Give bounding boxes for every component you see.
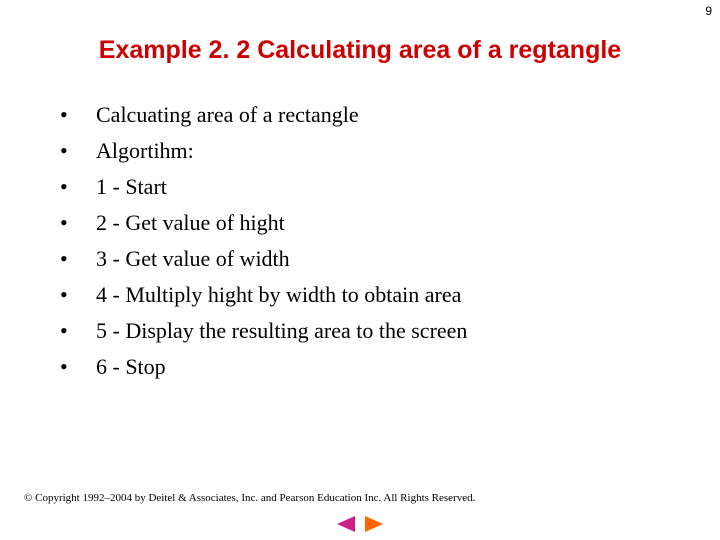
list-item-text: 4 - Multiply hight by width to obtain ar… bbox=[96, 280, 461, 310]
next-icon[interactable] bbox=[365, 516, 383, 532]
list-item-text: 3 - Get value of width bbox=[96, 244, 290, 274]
list-item: • 6 - Stop bbox=[60, 352, 660, 382]
bullet-glyph: • bbox=[60, 208, 96, 238]
list-item: • 2 - Get value of hight bbox=[60, 208, 660, 238]
list-item-text: 5 - Display the resulting area to the sc… bbox=[96, 316, 467, 346]
list-item: • Calcuating area of a rectangle bbox=[60, 100, 660, 130]
list-item: • 3 - Get value of width bbox=[60, 244, 660, 274]
bullet-glyph: • bbox=[60, 172, 96, 202]
slide-page: 9 Example 2. 2 Calculating area of a reg… bbox=[0, 0, 720, 540]
list-item: • 1 - Start bbox=[60, 172, 660, 202]
list-item: • 5 - Display the resulting area to the … bbox=[60, 316, 660, 346]
nav-controls bbox=[0, 516, 720, 532]
page-number: 9 bbox=[705, 4, 712, 18]
list-item-text: 1 - Start bbox=[96, 172, 167, 202]
bullet-glyph: • bbox=[60, 136, 96, 166]
bullet-glyph: • bbox=[60, 280, 96, 310]
list-item: • Algortihm: bbox=[60, 136, 660, 166]
prev-icon[interactable] bbox=[337, 516, 355, 532]
copyright-text: © Copyright 1992–2004 by Deitel & Associ… bbox=[24, 492, 475, 504]
list-item: • 4 - Multiply hight by width to obtain … bbox=[60, 280, 660, 310]
bullet-glyph: • bbox=[60, 316, 96, 346]
list-item-text: Algortihm: bbox=[96, 136, 194, 166]
bullet-glyph: • bbox=[60, 352, 96, 382]
bullet-list: • Calcuating area of a rectangle • Algor… bbox=[60, 100, 660, 388]
list-item-text: 6 - Stop bbox=[96, 352, 166, 382]
list-item-text: 2 - Get value of hight bbox=[96, 208, 285, 238]
bullet-glyph: • bbox=[60, 244, 96, 274]
slide-title: Example 2. 2 Calculating area of a regta… bbox=[0, 36, 720, 65]
bullet-glyph: • bbox=[60, 100, 96, 130]
list-item-text: Calcuating area of a rectangle bbox=[96, 100, 359, 130]
